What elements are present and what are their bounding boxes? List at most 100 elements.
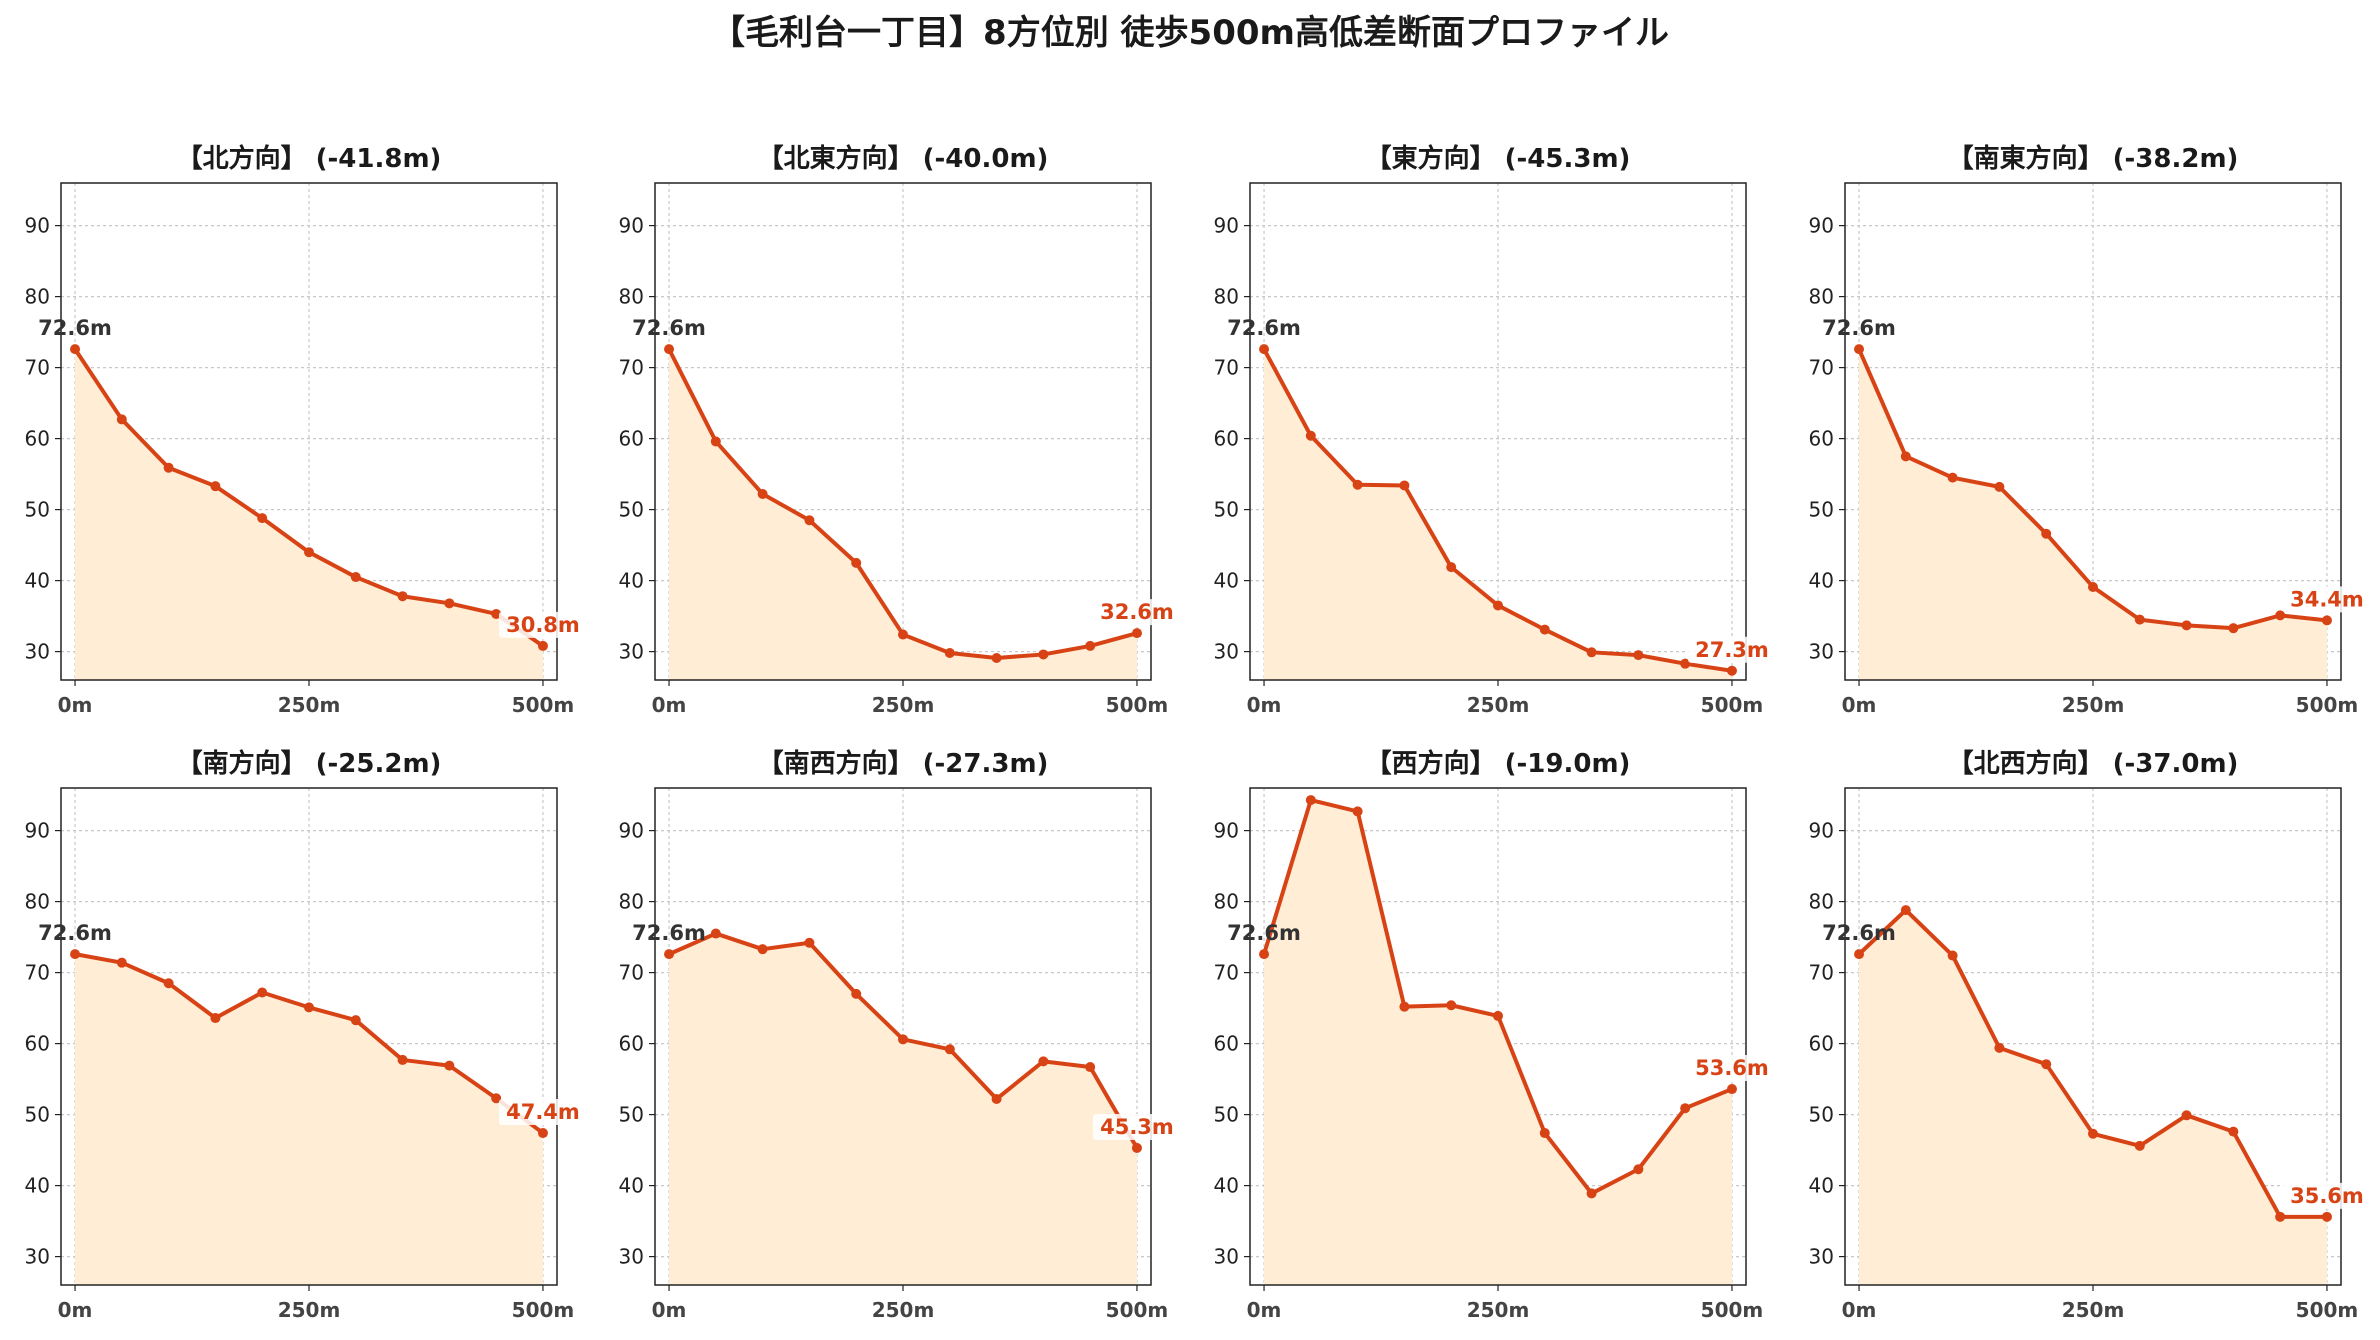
- x-tick-label: 0m: [1842, 1298, 1877, 1322]
- panel-title: 【南方向】 (-25.2m): [177, 748, 442, 779]
- y-tick-label: 50: [1214, 1103, 1239, 1127]
- x-tick-label: 0m: [652, 1298, 687, 1322]
- data-point: [350, 572, 361, 583]
- data-point: [1446, 1000, 1457, 1011]
- data-point: [991, 1093, 1002, 1104]
- data-point: [1259, 949, 1270, 960]
- panel-title: 【南西方向】 (-27.3m): [758, 748, 1049, 779]
- end-label-background: [498, 611, 587, 638]
- data-point: [1726, 1084, 1737, 1095]
- data-point: [944, 1044, 955, 1055]
- profile-panel: 【北西方向】 (-37.0m) 30 40 50 60 70 80 90 0m 250m 500m 7…: [1809, 748, 2371, 1322]
- elevation-area: [1264, 349, 1732, 680]
- y-tick-label: 60: [1214, 427, 1239, 451]
- data-point: [804, 937, 815, 948]
- x-tick-label: 500m: [1106, 1298, 1169, 1322]
- data-point: [537, 640, 548, 651]
- elevation-area: [1859, 349, 2327, 680]
- x-tick-label: 250m: [2062, 1298, 2125, 1322]
- elevation-area: [75, 954, 543, 1285]
- elevation-area: [669, 933, 1137, 1285]
- x-tick-label: 500m: [512, 693, 575, 717]
- data-point: [304, 1002, 314, 1013]
- chart-suptitle: 【毛利台一丁目】8方位別 徒歩500m高低差断面プロファイル: [711, 13, 1669, 53]
- y-tick-label: 90: [619, 214, 644, 238]
- x-tick-label: 500m: [1106, 693, 1169, 717]
- end-label-background: [2282, 586, 2371, 613]
- end-label-background: [1687, 1055, 1776, 1082]
- y-tick-label: 30: [25, 1245, 50, 1269]
- data-point: [2134, 1140, 2145, 1151]
- data-point: [70, 949, 81, 960]
- y-tick-label: 30: [1809, 640, 1834, 664]
- profile-panel: 【南方向】 (-25.2m) 30 40 50 60 70 80 90 0m 250m 500m 72…: [25, 748, 587, 1322]
- panel-title: 【西方向】 (-19.0m): [1366, 748, 1631, 779]
- data-point: [350, 1015, 361, 1026]
- data-point: [1038, 1056, 1049, 1067]
- data-point: [1493, 600, 1503, 611]
- x-tick-label: 0m: [652, 693, 687, 717]
- data-point: [2088, 581, 2098, 592]
- y-tick-label: 80: [1809, 285, 1834, 309]
- start-elevation-label: 72.6m: [1227, 921, 1301, 945]
- y-tick-label: 90: [1214, 819, 1239, 843]
- end-elevation-label: 45.3m: [1100, 1115, 1174, 1139]
- y-tick-label: 70: [25, 961, 50, 985]
- data-point: [2181, 620, 2192, 631]
- x-tick-label: 500m: [1701, 1298, 1764, 1322]
- data-point: [116, 957, 127, 968]
- x-tick-label: 0m: [1247, 693, 1282, 717]
- start-elevation-label: 72.6m: [1822, 316, 1896, 340]
- y-tick-label: 40: [1809, 569, 1834, 593]
- data-point: [397, 591, 408, 602]
- profile-panel: 【西方向】 (-19.0m) 30 40 50 60 70 80 90 0m 250m 500m 72…: [1214, 748, 1776, 1322]
- elevation-area: [669, 349, 1137, 680]
- data-point: [2321, 615, 2332, 626]
- data-point: [1900, 905, 1911, 916]
- data-point: [664, 344, 675, 355]
- x-tick-label: 500m: [512, 1298, 575, 1322]
- data-point: [1131, 1142, 1142, 1153]
- elevation-area: [1264, 800, 1732, 1285]
- data-point: [163, 978, 174, 989]
- profile-panel: 【南西方向】 (-27.3m) 30 40 50 60 70 80 90 0m 250m 500m 7…: [619, 748, 1181, 1322]
- data-point: [1539, 624, 1550, 635]
- data-point: [664, 949, 675, 960]
- y-tick-label: 90: [1809, 819, 1834, 843]
- data-point: [1947, 472, 1958, 483]
- y-tick-label: 90: [25, 214, 50, 238]
- data-point: [851, 557, 862, 568]
- data-point: [304, 547, 314, 558]
- y-tick-label: 40: [619, 1174, 644, 1198]
- data-point: [1633, 1164, 1644, 1175]
- data-point: [444, 1060, 455, 1071]
- x-tick-label: 500m: [1701, 693, 1764, 717]
- end-label-background: [2282, 1182, 2371, 1209]
- data-point: [1726, 665, 1737, 676]
- profile-panel: 【北東方向】 (-40.0m) 30 40 50 60 70 80 90 0m 250m 500m 7…: [619, 143, 1181, 717]
- x-tick-label: 500m: [2296, 693, 2359, 717]
- data-point: [1680, 1103, 1691, 1114]
- y-tick-label: 50: [1214, 498, 1239, 522]
- y-tick-label: 60: [1214, 1032, 1239, 1056]
- data-point: [537, 1128, 548, 1139]
- data-point: [444, 598, 455, 609]
- y-tick-label: 40: [619, 569, 644, 593]
- data-point: [2228, 1126, 2239, 1137]
- y-tick-label: 40: [1214, 569, 1239, 593]
- start-elevation-label: 72.6m: [632, 921, 706, 945]
- y-tick-label: 80: [1214, 285, 1239, 309]
- data-point: [70, 344, 81, 355]
- panel-title: 【北方向】 (-41.8m): [177, 143, 442, 174]
- y-tick-label: 90: [1214, 214, 1239, 238]
- y-tick-label: 50: [619, 1103, 644, 1127]
- y-tick-label: 80: [619, 285, 644, 309]
- y-tick-label: 60: [619, 427, 644, 451]
- data-point: [1038, 649, 1049, 660]
- x-tick-label: 0m: [1247, 1298, 1282, 1322]
- data-point: [210, 481, 221, 492]
- end-elevation-label: 53.6m: [1695, 1056, 1769, 1080]
- y-tick-label: 50: [619, 498, 644, 522]
- y-tick-label: 60: [1809, 427, 1834, 451]
